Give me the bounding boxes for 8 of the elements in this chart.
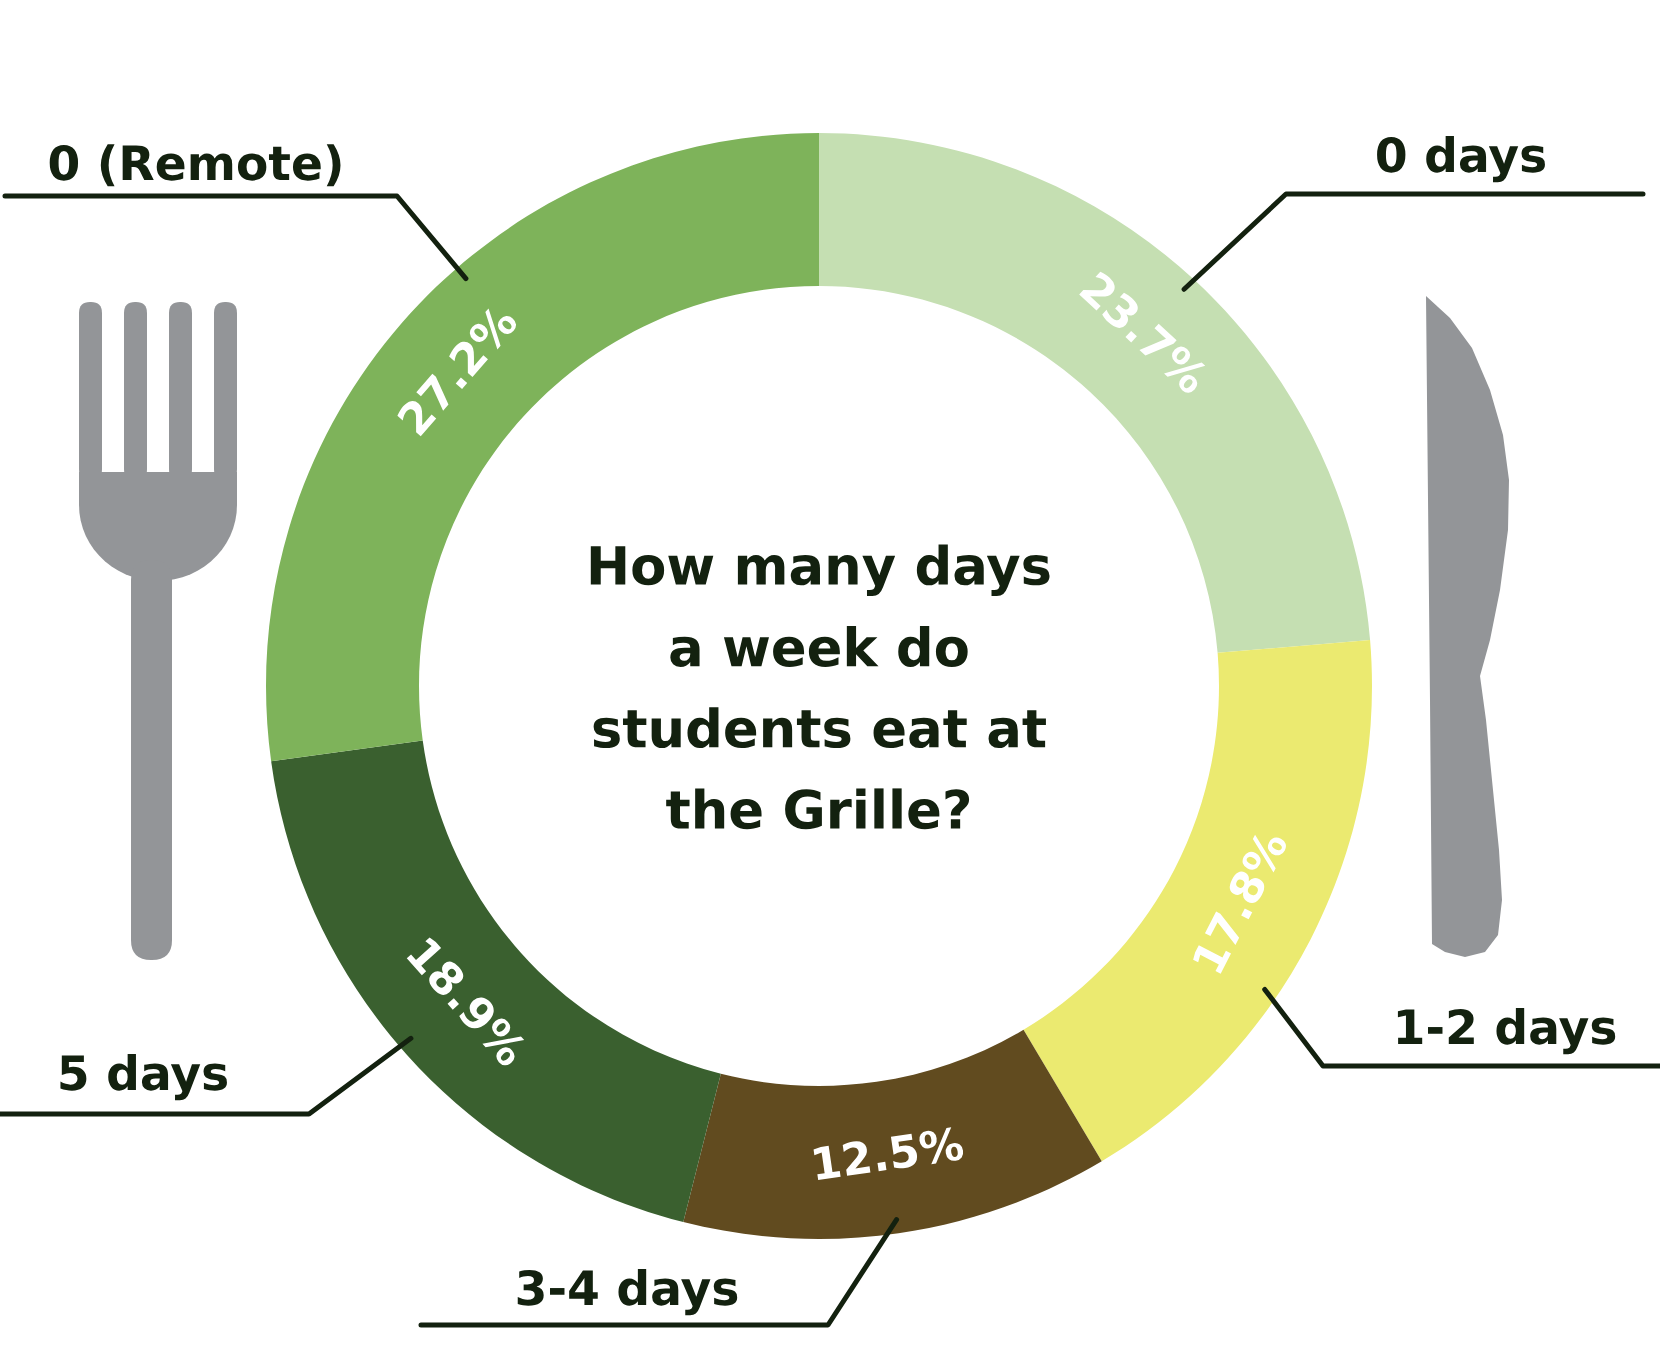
data-label: 12.5% <box>813 1126 965 1181</box>
slice-label: 3-4 days <box>517 1269 738 1316</box>
slice-label: 0 days <box>1377 136 1545 183</box>
donut-slice <box>683 1029 1102 1239</box>
slice-label: 1-2 days <box>1397 1008 1616 1055</box>
text: How many days a week do students eat at the Grille? <box>590 544 1050 830</box>
slice-label: 5 days <box>60 1054 227 1101</box>
slice-label: 0 (Remote) <box>49 144 341 187</box>
